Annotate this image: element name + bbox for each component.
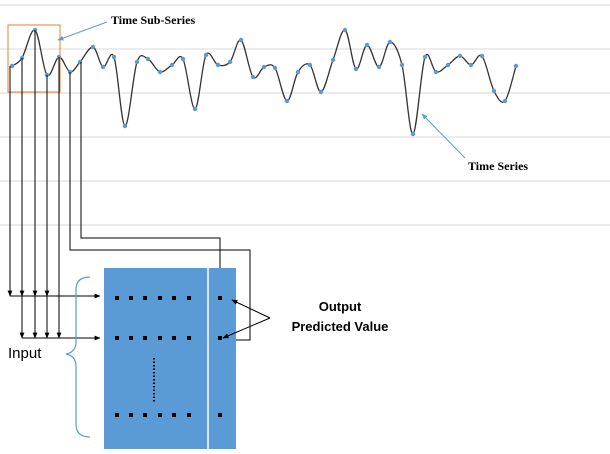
neuron [158,296,162,300]
neuron [187,296,191,300]
input-brace [65,276,91,438]
output-arrow [222,317,271,339]
sub-series-box [7,24,61,93]
series-point [169,62,175,68]
series-point [468,62,474,68]
series-point [77,59,83,65]
neuron [218,336,222,340]
network-block [104,268,236,449]
series-point [399,62,405,68]
series-point [479,53,485,59]
neuron [187,413,191,417]
predicted-label: Predicted Value [292,319,389,334]
neuron [129,296,133,300]
series-point [307,62,313,68]
sub-series-arrow [57,21,108,41]
neuron [218,413,222,417]
series-point [422,54,428,60]
neuron [129,413,133,417]
series-point [122,123,128,129]
neuron [115,296,119,300]
neuron [158,413,162,417]
series-point [180,56,186,62]
neuron [172,413,176,417]
neuron [143,296,147,300]
series-point [284,98,290,104]
series-point [215,62,221,68]
series-point [457,53,463,59]
series-arrow [421,113,466,159]
neuron [115,413,119,417]
series-point [238,37,244,43]
series-point [364,42,370,48]
output-label: Output [319,299,362,314]
series-point [90,44,96,50]
series-point [353,66,359,72]
time-series-line [11,29,517,135]
series-point [295,69,301,75]
neuron [143,336,147,340]
series-point [330,57,336,63]
neuron [218,296,222,300]
series-point [387,39,393,45]
series-point [445,62,451,68]
neuron [172,336,176,340]
series-point [433,69,439,75]
series-point [376,64,382,70]
input-label: Input [8,345,42,362]
series-label: Time Series [468,159,528,173]
series-point [261,64,267,70]
neuron [158,336,162,340]
neuron [187,336,191,340]
series-point [318,89,324,95]
grid [0,4,610,226]
connectors [7,30,251,343]
series-point [134,59,140,65]
series-point [227,59,233,65]
neuron [115,336,119,340]
series-point [9,63,15,69]
series-points [9,27,519,137]
series-point [502,98,508,104]
series-point [491,88,497,94]
series-point [410,131,416,137]
neuron [143,413,147,417]
series-point [157,69,163,75]
sub-series-label: Time Sub-Series [111,13,195,27]
output-arrow [231,299,271,319]
series-point [272,65,278,71]
series-point [342,27,348,33]
series-point [513,63,519,69]
series-point [203,52,209,58]
series-point [111,54,117,60]
series-point [145,56,151,62]
neuron [129,336,133,340]
series-point [192,106,198,112]
neurons [115,296,222,417]
series-point [100,64,106,70]
series-point [250,74,256,80]
neuron [172,296,176,300]
